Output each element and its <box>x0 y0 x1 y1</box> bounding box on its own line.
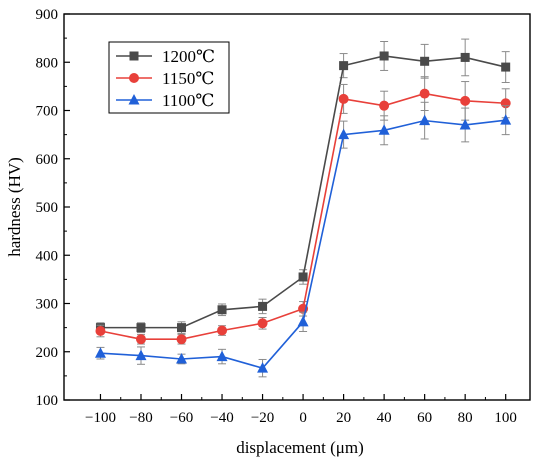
x-tick-label: 0 <box>299 410 307 426</box>
x-tick-label: −60 <box>170 410 193 426</box>
y-axis-label: hardness (HV) <box>5 157 24 257</box>
y-tick-label: 900 <box>36 7 59 23</box>
y-tick-label: 500 <box>36 200 59 216</box>
y-tick-label: 700 <box>36 104 59 120</box>
legend-box <box>108 41 230 114</box>
legend-marker <box>128 94 140 105</box>
x-tick-label: −20 <box>251 410 274 426</box>
data-point <box>419 114 431 126</box>
data-point <box>176 334 187 345</box>
series-square <box>95 38 511 334</box>
data-point <box>500 114 512 125</box>
data-point <box>135 349 147 361</box>
data-point <box>419 88 430 99</box>
data-point <box>258 301 268 311</box>
x-tick-label: 100 <box>494 410 517 426</box>
data-point <box>136 323 146 333</box>
data-point <box>379 51 389 61</box>
x-tick-label: −100 <box>85 410 116 426</box>
data-point <box>95 326 106 337</box>
data-point <box>216 350 228 362</box>
legend-label: 1200℃ <box>162 47 215 66</box>
y-tick-label: 600 <box>36 152 59 168</box>
data-point <box>379 100 390 111</box>
data-point <box>217 325 228 336</box>
data-point <box>176 352 188 364</box>
data-point <box>459 118 471 130</box>
x-axis-label: displacement (μm) <box>236 438 364 457</box>
series-triangle <box>94 101 512 378</box>
series-layer <box>94 38 512 378</box>
data-point <box>501 62 511 72</box>
legend-label: 1100℃ <box>162 91 214 110</box>
series-circle <box>95 76 511 345</box>
data-point <box>338 128 350 140</box>
legend-label: 1150℃ <box>162 69 214 88</box>
legend: 1200℃ 1150℃ 1100℃ <box>108 41 230 114</box>
data-point <box>339 61 349 71</box>
x-axis: −100 −80 −60 −40 −20 0 20 40 60 80 100 <box>85 394 517 426</box>
x-tick-label: 40 <box>377 410 392 426</box>
y-tick-label: 400 <box>36 248 59 264</box>
y-tick-label: 800 <box>36 55 59 71</box>
y-tick-label: 300 <box>36 297 59 313</box>
data-point <box>338 93 349 104</box>
y-tick-label: 100 <box>36 393 59 409</box>
legend-marker <box>129 73 139 83</box>
x-tick-label: −80 <box>129 410 152 426</box>
data-point <box>297 315 309 327</box>
data-point <box>217 305 227 315</box>
data-point <box>460 95 471 106</box>
x-tick-label: 80 <box>458 410 473 426</box>
data-point <box>298 272 308 282</box>
data-point <box>257 362 269 373</box>
data-point <box>94 347 106 358</box>
data-point <box>257 318 268 329</box>
legend-marker <box>129 51 139 61</box>
x-tick-label: 60 <box>417 410 432 426</box>
data-point <box>420 56 430 66</box>
data-point <box>460 52 470 62</box>
data-point <box>378 124 390 135</box>
data-point <box>177 323 187 333</box>
x-tick-label: 20 <box>336 410 351 426</box>
data-point <box>135 334 146 345</box>
y-tick-label: 200 <box>36 345 59 361</box>
x-tick-label: −40 <box>210 410 233 426</box>
y-axis: 100 200 300 400 500 600 700 800 900 <box>36 7 70 409</box>
